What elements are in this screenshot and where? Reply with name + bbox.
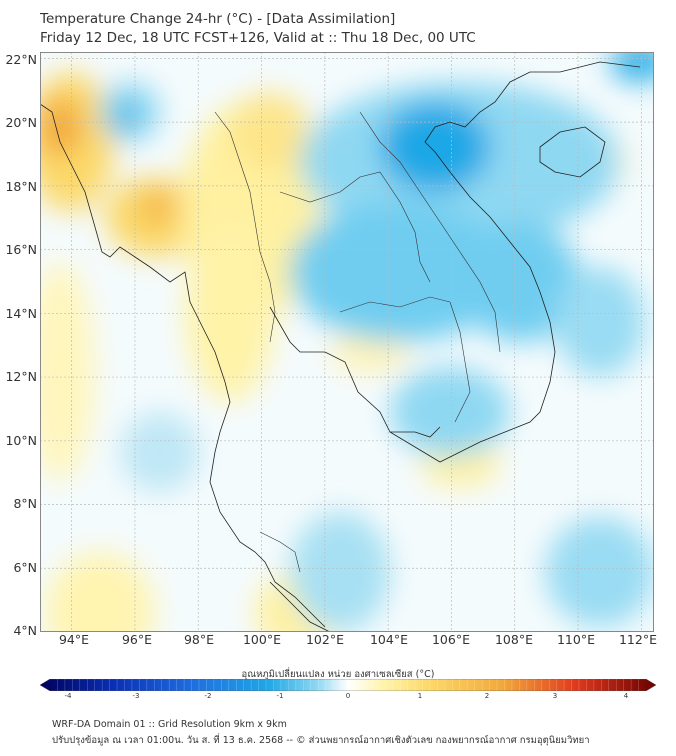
lat-label-22: 22°N (5, 52, 37, 67)
lat-label-8: 8°N (13, 496, 37, 511)
coastline-hainan (539, 126, 606, 178)
border-thailand-cambodia (339, 296, 451, 313)
lat-label-16: 16°N (5, 242, 37, 257)
colorbar-tick-4: 4 (623, 692, 629, 700)
temperature-field (40, 52, 654, 632)
coastline-myanmar-west (40, 103, 326, 628)
border-cambodia-vietnam (449, 301, 471, 423)
lon-label-108: 108°E (494, 632, 533, 647)
border-thailand-myanmar (214, 111, 276, 343)
lat-label-6: 6°N (13, 560, 37, 575)
map-frame (40, 52, 654, 632)
lon-label-104: 104°E (369, 632, 408, 647)
lon-label-102: 102°E (305, 632, 344, 647)
colorbar-tick-0: 0 (345, 692, 351, 700)
colorbar-tick-neg3: -3 (132, 692, 140, 700)
lon-label-110: 110°E (556, 632, 595, 647)
footer-model-info: WRF-DA Domain 01 :: Grid Resolution 9km … (52, 719, 287, 730)
lon-label-94: 94°E (58, 632, 90, 647)
colorbar-title: อุณหภูมิเปลี่ยนแปลง หน่วย องศาเซลเซียส (… (241, 669, 435, 680)
colorbar-dividers (57, 679, 639, 691)
lat-label-18: 18°N (5, 179, 37, 194)
coastline-malaysia (269, 581, 331, 632)
graticule (40, 52, 654, 632)
colorbar-tick-2: 2 (484, 692, 490, 700)
map-title: Temperature Change 24-hr (°C) - [Data As… (40, 11, 396, 27)
lon-label-100: 100°E (242, 632, 281, 647)
map-canvas (40, 52, 654, 632)
border-thailand-laos (279, 171, 431, 283)
country-borders (214, 111, 501, 573)
colorbar-tick-1: 1 (417, 692, 423, 700)
border-thailand-malaysia (259, 531, 301, 573)
coastline-cambodia-vietnam (389, 61, 641, 463)
colorbar-tick-neg4: -4 (64, 692, 72, 700)
coastline-thailand-gulf (269, 306, 441, 438)
footer-update-info: ปรับปรุงข้อมูล ณ เวลา 01:00น. วัน ส. ที่… (52, 735, 590, 746)
lat-label-20: 20°N (5, 115, 37, 130)
coastlines (40, 61, 641, 632)
colorbar-tick-3: 3 (552, 692, 558, 700)
colorbar-tick-neg1: -1 (276, 692, 284, 700)
colorbar-gradient (40, 679, 656, 691)
map-subtitle: Friday 12 Dec, 18 UTC FCST+126, Valid at… (40, 30, 476, 46)
lat-label-4: 4°N (13, 623, 37, 638)
lon-label-112: 112°E (618, 632, 657, 647)
lat-label-10: 10°N (5, 433, 37, 448)
lat-label-12: 12°N (5, 369, 37, 384)
lon-label-98: 98°E (183, 632, 215, 647)
colorbar (40, 679, 656, 691)
border-laos-vietnam (359, 111, 501, 353)
lon-label-96: 96°E (121, 632, 153, 647)
lat-label-14: 14°N (5, 306, 37, 321)
temperature-map (40, 52, 654, 632)
colorbar-tick-neg2: -2 (204, 692, 212, 700)
lon-label-106: 106°E (431, 632, 470, 647)
